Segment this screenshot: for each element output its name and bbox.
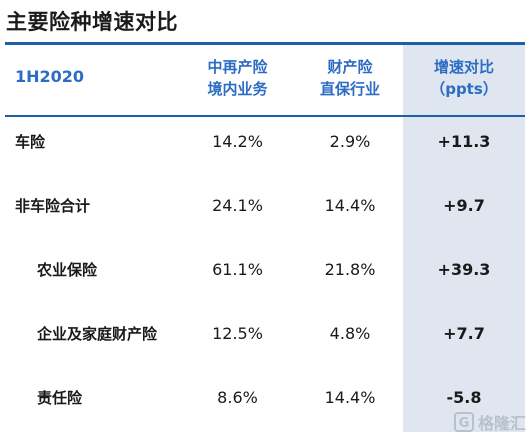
table-row: 责任险 8.6% 14.4% -5.8 [5,366,525,430]
header-col-diff: 增速对比 （ppts） [403,56,525,100]
highlight-column [403,42,525,432]
row-value-reinsurer: 8.6% [217,388,258,407]
row-value-reinsurer: 61.1% [212,260,263,279]
header-col-reinsurer-line1: 中再产险 [207,58,268,76]
header-col-reinsurer-line2: 境内业务 [207,80,268,98]
row-value-industry: 14.4% [324,388,376,407]
row-label: 农业保险 [37,261,98,279]
row-value-reinsurer: 14.2% [212,132,263,151]
row-label: 责任险 [37,389,83,407]
header-col-industry: 财产险 直保行业 [295,56,405,100]
row-label: 车险 [15,133,46,151]
row-value-industry: 21.8% [324,260,376,279]
row-value-diff: -5.8 [446,388,482,407]
header-rule [5,115,525,117]
table-row: 车险 14.2% 2.9% +11.3 [5,110,525,174]
row-label: 非车险合计 [15,197,91,215]
header-col-diff-line1: 增速对比 [433,58,494,76]
row-value-industry: 4.8% [329,324,371,343]
table-row: 非车险合计 24.1% 14.4% +9.7 [5,174,525,238]
row-value-diff: +39.3 [437,260,491,279]
header-col-industry-line1: 财产险 [327,58,373,76]
watermark-text: 格隆汇 [477,414,526,433]
comparison-table: 1H2020 中再产险 境内业务 财产险 直保行业 增速对比 （ppts） 车险… [5,42,525,432]
header-col-reinsurer: 中再产险 境内业务 [170,56,305,100]
row-value-diff: +7.7 [443,324,485,343]
header-col-diff-line2: （ppts） [430,80,498,98]
header-period: 1H2020 [15,67,85,86]
row-value-reinsurer: 12.5% [212,324,263,343]
table-row: 农业保险 61.1% 21.8% +39.3 [5,238,525,302]
gelonghui-logo-icon: G [453,412,474,432]
row-value-diff: +11.3 [437,132,491,151]
row-value-industry: 14.4% [324,196,376,215]
table-row: 企业及家庭财产险 12.5% 4.8% +7.7 [5,302,525,366]
page-title: 主要险种增速对比 [6,10,178,34]
row-value-diff: +9.7 [443,196,485,215]
row-value-reinsurer: 24.1% [212,196,263,215]
row-label: 企业及家庭财产险 [37,325,158,343]
row-value-industry: 2.9% [329,132,371,151]
header-col-industry-line2: 直保行业 [319,80,380,98]
watermark: G 格隆汇 [453,410,526,434]
top-rule [5,42,525,45]
